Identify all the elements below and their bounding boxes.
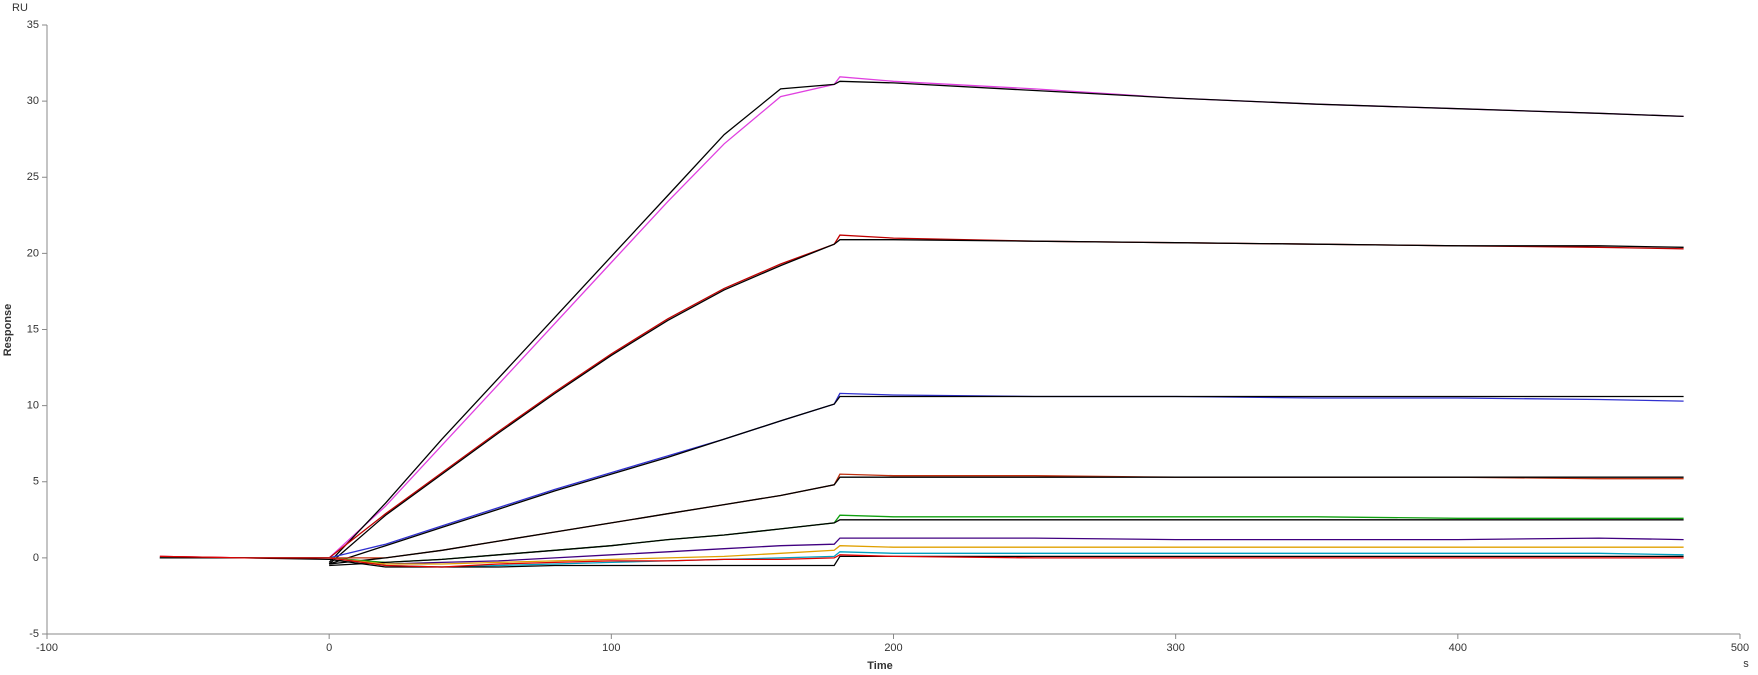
y-tick-label: 20: [27, 247, 39, 259]
series-line: [159, 555, 1684, 568]
series-line: [329, 476, 1684, 565]
x-axis-label: Time: [867, 660, 892, 672]
series-line: [329, 519, 1684, 567]
series-line: [159, 545, 1684, 565]
series-line: [328, 239, 1684, 565]
x-tick-label: 400: [1449, 642, 1467, 654]
y-tick-label: 15: [27, 323, 39, 335]
y-tick-label: 30: [27, 95, 39, 107]
y-unit: RU: [12, 2, 28, 14]
series-line: [328, 395, 1684, 565]
x-tick-label: 100: [602, 642, 620, 654]
x-tick-label: -100: [36, 642, 58, 654]
series-line: [328, 80, 1684, 563]
series-line: [159, 76, 1684, 559]
x-tick-label: 0: [326, 642, 332, 654]
y-tick-label: 25: [27, 171, 39, 183]
y-axis-label: Response: [2, 304, 14, 357]
series-line: [159, 551, 1684, 568]
x-tick-label: 200: [884, 642, 902, 654]
y-tick-label: 0: [33, 552, 39, 564]
y-tick-label: 35: [27, 19, 39, 31]
series-line: [159, 514, 1684, 564]
y-tick-label: 10: [27, 400, 39, 412]
series-line: [159, 537, 1684, 565]
x-tick-label: 300: [1166, 642, 1184, 654]
x-unit: s: [1743, 658, 1749, 670]
y-tick-label: -5: [29, 628, 39, 640]
x-tick-label: 500: [1731, 642, 1749, 654]
y-tick-label: 5: [33, 476, 39, 488]
series-line: [159, 554, 1684, 568]
